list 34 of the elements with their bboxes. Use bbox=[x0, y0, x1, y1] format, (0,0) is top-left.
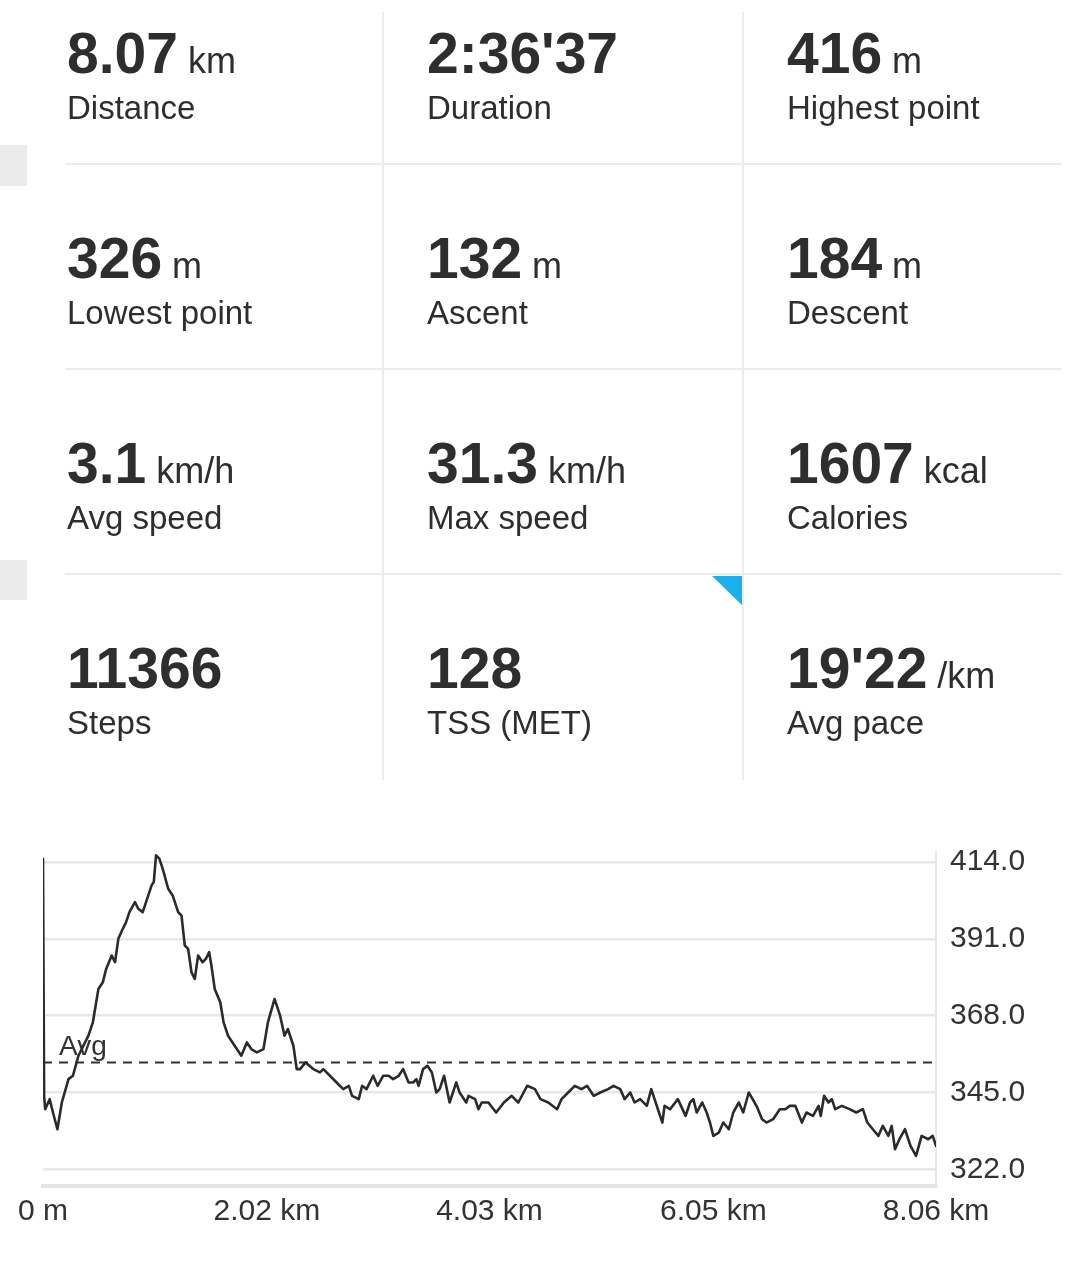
y-tick-label: 368.0 bbox=[950, 996, 1026, 1030]
text: 128 bbox=[427, 636, 523, 700]
text: Max speed bbox=[427, 499, 589, 536]
text: Calories bbox=[787, 499, 909, 536]
x-tick-label: 0 m bbox=[17, 1193, 69, 1227]
x-tick-label: 8.06 km bbox=[882, 1193, 990, 1227]
text: Descent bbox=[787, 294, 909, 331]
text: Distance bbox=[67, 89, 196, 126]
text: Lowest point bbox=[67, 294, 253, 331]
text: Duration bbox=[427, 89, 552, 126]
text: Highest point bbox=[787, 89, 980, 126]
text: 416 m bbox=[787, 21, 923, 85]
text: 11366 bbox=[67, 636, 223, 700]
text: 3.1 km/h bbox=[67, 431, 235, 495]
text: Steps bbox=[67, 704, 152, 741]
text: TSS (MET) bbox=[427, 704, 592, 741]
text: 31.3 km/h bbox=[427, 431, 626, 495]
text: Ascent bbox=[427, 294, 528, 331]
y-tick-label: 345.0 bbox=[950, 1073, 1026, 1107]
text: 132 m bbox=[427, 226, 563, 290]
text: 326 m bbox=[67, 226, 203, 290]
text: 2:36'37 bbox=[427, 21, 619, 85]
text: 8.07 km bbox=[67, 21, 236, 85]
x-tick-label: 2.02 km bbox=[213, 1193, 321, 1227]
y-tick-label: 322.0 bbox=[950, 1150, 1026, 1184]
y-tick-label: 391.0 bbox=[950, 920, 1026, 954]
text: Avg pace bbox=[787, 704, 924, 741]
text: Avg speed bbox=[67, 499, 223, 536]
text: 184 m bbox=[787, 226, 923, 290]
y-tick-label: 414.0 bbox=[950, 843, 1026, 877]
x-tick-label: 6.05 km bbox=[659, 1193, 767, 1227]
text: 1607 kcal bbox=[787, 431, 988, 495]
text: 19'22 /km bbox=[787, 636, 996, 700]
x-tick-label: 4.03 km bbox=[436, 1193, 543, 1227]
